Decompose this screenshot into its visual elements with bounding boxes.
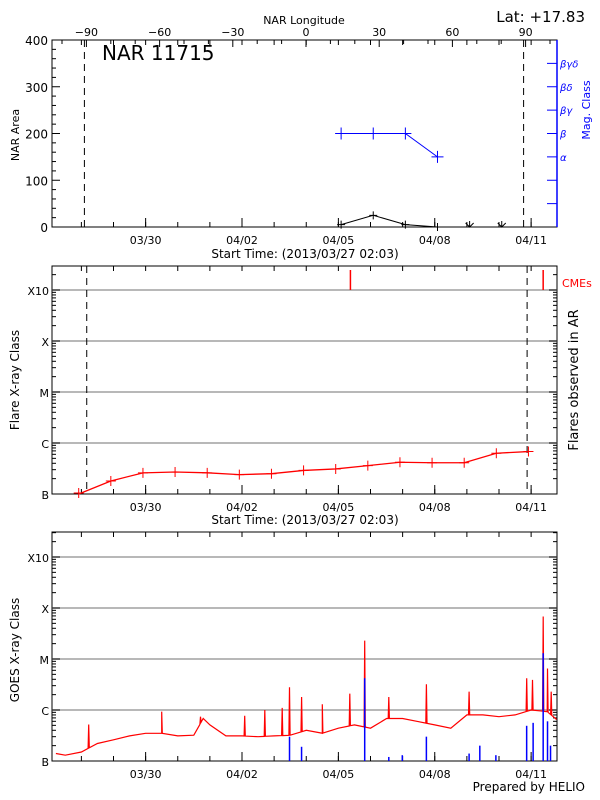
middle-x-tick-label: 04/11 — [515, 501, 547, 514]
middle-y2label: Flares observed in AR — [567, 309, 582, 450]
flare-point — [491, 448, 502, 459]
bottom-x-tick-label: 04/05 — [323, 768, 355, 781]
area-below-marker — [497, 221, 507, 228]
bottom-y-tick-label: X10 — [27, 552, 49, 565]
mag-class-line — [341, 133, 438, 158]
bottom-plot-frame — [51, 531, 558, 762]
flare-point — [523, 446, 534, 457]
middle-y-tick-label: X10 — [27, 285, 49, 298]
mag-class-point — [431, 150, 444, 163]
bottom-x-tick-label: 04/02 — [226, 768, 258, 781]
top-y2label: Mag. Class — [580, 80, 593, 139]
bottom-y-tick-label: C — [41, 705, 49, 718]
longitude-tick-label: 90 — [519, 26, 533, 39]
middle-ylabel: Flare X-ray Class — [8, 330, 22, 430]
mag-class-point — [367, 127, 380, 140]
middle-y-tick-label: B — [41, 489, 49, 502]
middle-y-tick-label: C — [41, 438, 49, 451]
bottom-y-tick-label: B — [41, 756, 49, 769]
flare-point — [459, 457, 470, 468]
longitude-tick-label: 0 — [303, 26, 310, 39]
flare-point — [105, 475, 116, 486]
top-y-tick-label: 200 — [25, 128, 48, 142]
flare-point — [362, 460, 373, 471]
area-point — [401, 220, 410, 229]
middle-plot-frame — [51, 265, 558, 495]
top-x-tick-label: 04/11 — [515, 234, 547, 247]
area-line — [340, 214, 438, 228]
area-point — [369, 211, 378, 220]
flare-point — [427, 457, 438, 468]
cme-label: CMEs — [562, 277, 592, 290]
mag-class-tick-label: α — [560, 153, 567, 164]
flare-point — [234, 469, 245, 480]
flare-point — [394, 457, 405, 468]
longitude-tick-label: −60 — [148, 26, 171, 39]
area-below-marker — [465, 221, 474, 228]
middle-xlabel: Start Time: (2013/03/27 02:03) — [211, 513, 398, 527]
middle-x-tick-label: 04/05 — [323, 501, 355, 514]
area-point — [337, 220, 346, 229]
mag-class-point — [399, 127, 412, 140]
top-y-tick-label: 0 — [40, 221, 48, 235]
bottom-x-tick-label: 04/11 — [515, 768, 547, 781]
longitude-tick-label: −30 — [221, 26, 244, 39]
latitude-label: Lat: +17.83 — [496, 8, 585, 26]
longitude-tick-label: 30 — [372, 26, 386, 39]
top-xlabel: Start Time: (2013/03/27 02:03) — [211, 247, 398, 261]
top-x-tick-label: 03/30 — [130, 234, 162, 247]
top-ylabel: NAR Area — [9, 109, 22, 161]
bottom-ylabel: GOES X-ray Class — [8, 598, 22, 702]
top-x-top-label: NAR Longitude — [263, 14, 345, 27]
top-x-tick-label: 04/02 — [226, 234, 258, 247]
bottom-y-tick-label: X — [41, 603, 49, 616]
mag-class-point — [335, 127, 348, 140]
top-y-tick-label: 400 — [25, 34, 48, 48]
top-y-tick-label: 100 — [25, 174, 48, 188]
flare-point — [73, 488, 84, 498]
flare-point — [202, 467, 213, 478]
top-x-tick-label: 04/05 — [323, 234, 355, 247]
footer-credit: Prepared by HELIO — [473, 780, 585, 794]
bottom-x-tick-label: 03/30 — [130, 768, 162, 781]
mag-class-tick-label: βγ — [559, 106, 573, 117]
goes-long-channel-line — [55, 616, 557, 756]
flare-point — [298, 465, 309, 476]
middle-x-tick-label: 03/30 — [130, 501, 162, 514]
nar-title: NAR 11715 — [102, 41, 215, 65]
mag-class-tick-label: βδ — [559, 83, 573, 94]
longitude-tick-label: −90 — [75, 26, 98, 39]
middle-y-tick-label: X — [41, 336, 49, 349]
mag-class-tick-label: βγδ — [559, 59, 578, 70]
mag-class-tick-label: β — [559, 130, 567, 141]
middle-x-tick-label: 04/08 — [419, 501, 451, 514]
bottom-x-tick-label: 04/08 — [419, 768, 451, 781]
middle-x-tick-label: 04/02 — [226, 501, 258, 514]
longitude-tick-label: 60 — [445, 26, 459, 39]
top-x-tick-label: 04/08 — [419, 234, 451, 247]
top-plot-frame — [51, 39, 558, 228]
area-point — [433, 223, 442, 231]
flare-point — [137, 467, 148, 478]
flare-point — [330, 463, 341, 474]
middle-y-tick-label: M — [40, 387, 50, 400]
bottom-y-tick-label: M — [40, 654, 50, 667]
flare-point — [266, 468, 277, 479]
top-y-tick-label: 300 — [25, 81, 48, 95]
flare-point — [170, 467, 181, 477]
